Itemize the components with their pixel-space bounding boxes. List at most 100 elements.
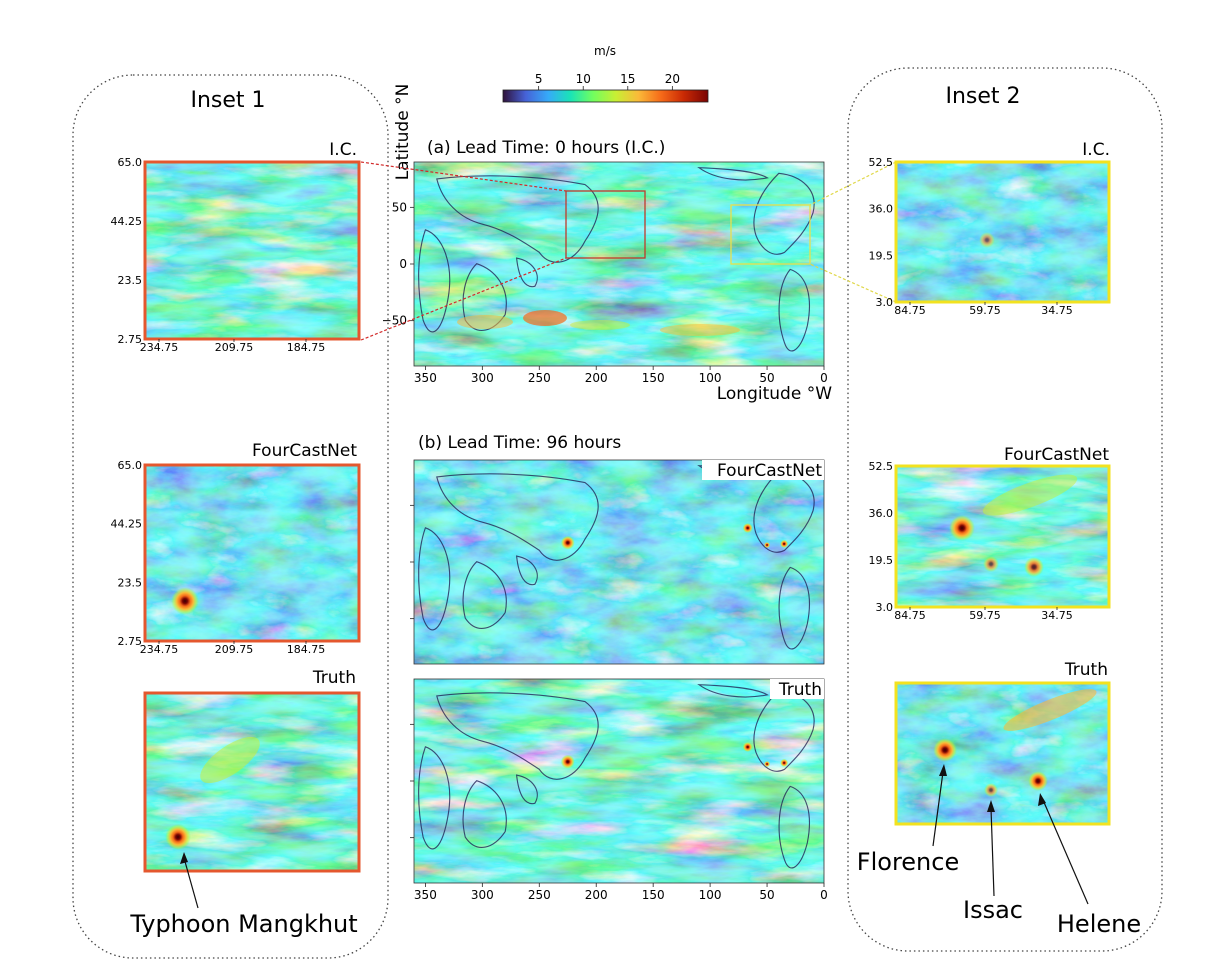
issac-truth-marker bbox=[984, 783, 998, 797]
x-tick-label: 100 bbox=[699, 371, 722, 385]
inset-y-tick-label: 44.25 bbox=[111, 215, 143, 228]
x-tick-label: 350 bbox=[414, 371, 437, 385]
inset2-truth-map bbox=[894, 681, 1111, 826]
inset1-connector-top bbox=[360, 161, 567, 192]
florence-forecast-marker bbox=[949, 515, 975, 541]
inset2-title: Inset 2 bbox=[945, 84, 1020, 109]
truth-storm-helene bbox=[780, 758, 789, 767]
inset-x-tick-label: 34.75 bbox=[1041, 304, 1073, 317]
inset2-fourcastnet-map bbox=[894, 464, 1111, 609]
helene-arrowhead bbox=[1038, 793, 1046, 806]
inset-x-tick-label: 184.75 bbox=[287, 643, 326, 656]
issac-label: Issac bbox=[963, 896, 1023, 924]
florence-arrowhead bbox=[939, 764, 947, 776]
inset-y-tick-label: 23.5 bbox=[118, 576, 143, 589]
inset-y-tick-label: 52.5 bbox=[869, 460, 894, 473]
colorbar-tick-label: 20 bbox=[665, 72, 680, 86]
storm-markers bbox=[560, 523, 789, 769]
x-tick-label: 300 bbox=[471, 888, 494, 902]
inset1-truth-tag-bg bbox=[304, 667, 358, 687]
inset2-ticks: 52.536.019.53.084.75 59.75 34.7552.536.019… bbox=[869, 156, 1073, 622]
ic-map-y-ticks: 50 0 −50 bbox=[382, 200, 414, 328]
fourcastnet-storm-florence bbox=[742, 523, 753, 533]
inset1-truth-tag: Truth bbox=[312, 668, 356, 688]
x-tick-label: 350 bbox=[414, 888, 437, 902]
inset2-fourcastnet-tag-bg bbox=[986, 444, 1110, 464]
inset1-frame bbox=[72, 74, 389, 959]
colorbar-tick-label: 10 bbox=[576, 72, 591, 86]
florence-label: Florence bbox=[857, 848, 959, 876]
inset1-fourcastnet-tag-bg bbox=[234, 441, 358, 461]
helene-truth-marker bbox=[1028, 771, 1048, 791]
ic-map bbox=[413, 161, 825, 367]
forecast-title: (b) Lead Time: 96 hours bbox=[418, 433, 621, 453]
ic-map-title: (a) Lead Time: 0 hours (I.C.) bbox=[427, 138, 665, 158]
y-tick-label: −50 bbox=[382, 314, 407, 328]
inset1-fourcastnet-map bbox=[143, 463, 361, 643]
inset2-region-box bbox=[730, 204, 811, 265]
x-tick-label: 50 bbox=[759, 371, 774, 385]
truth-storm-issac bbox=[764, 761, 771, 767]
truth-storm-florence bbox=[742, 742, 753, 752]
colorbar bbox=[502, 89, 709, 103]
inset-x-tick-label: 184.75 bbox=[287, 341, 326, 354]
helene-label: Helene bbox=[1057, 910, 1141, 938]
x-tick-label: 0 bbox=[820, 888, 828, 902]
fourcastnet-storm-issac bbox=[764, 542, 771, 548]
colorbar-tick-label: 5 bbox=[535, 72, 543, 86]
florence-truth-marker bbox=[933, 738, 957, 762]
mangkhut-arrowhead bbox=[180, 852, 188, 864]
colorbar-unit: m/s bbox=[594, 44, 616, 58]
y-axis-label: Latitude °N bbox=[393, 84, 413, 181]
inset2-connector-bottom bbox=[809, 263, 897, 303]
mangkhut-arrow bbox=[183, 857, 199, 909]
fourcastnet-map bbox=[413, 459, 825, 665]
inset1-truth-map bbox=[143, 691, 361, 873]
x-tick-label: 250 bbox=[528, 371, 551, 385]
inset1-ic-tag: I.C. bbox=[329, 140, 357, 160]
inset-y-tick-label: 44.25 bbox=[111, 518, 143, 531]
colorbar-tick-label: 15 bbox=[620, 72, 635, 86]
y-tick-label: 50 bbox=[392, 200, 407, 214]
fourcastnet-tag-bg bbox=[702, 460, 824, 480]
x-tick-label: 150 bbox=[642, 371, 665, 385]
inset2-ic-tag: I.C. bbox=[1082, 140, 1110, 160]
colorbar-ticks: 5 10 15 20 bbox=[535, 72, 680, 90]
issac-forecast-marker bbox=[983, 556, 999, 572]
inset-y-tick-label: 3.0 bbox=[876, 601, 894, 614]
inset-y-tick-label: 2.75 bbox=[118, 635, 143, 648]
x-tick-label: 200 bbox=[585, 888, 608, 902]
inset-x-tick-label: 209.75 bbox=[215, 341, 254, 354]
x-tick-label: 200 bbox=[585, 371, 608, 385]
x-tick-label: 100 bbox=[699, 888, 722, 902]
fourcastnet-storm-helene bbox=[780, 539, 789, 548]
fourcastnet-storm-typhoon-mangkhut bbox=[560, 535, 575, 550]
forecast-x-ticks: 350 300 250 200 150 100 50 0 bbox=[414, 883, 828, 902]
inset1-region-box bbox=[565, 190, 646, 259]
inset-x-tick-label: 84.75 bbox=[894, 609, 926, 622]
inset-x-tick-label: 234.75 bbox=[140, 341, 179, 354]
inset2-truth-tag-bg bbox=[1056, 659, 1110, 679]
fourcastnet-tag: FourCastNet bbox=[717, 461, 822, 481]
inset-y-tick-label: 3.0 bbox=[876, 296, 894, 309]
inset1-fourcastnet-tag: FourCastNet bbox=[252, 441, 357, 461]
inset-y-tick-label: 19.5 bbox=[869, 554, 894, 567]
truth-tag-bg bbox=[770, 679, 824, 699]
x-tick-label: 250 bbox=[528, 888, 551, 902]
inset2-ic-map bbox=[894, 160, 1111, 304]
inset-x-tick-label: 34.75 bbox=[1041, 609, 1073, 622]
inset-y-tick-label: 19.5 bbox=[869, 249, 894, 262]
ic-map-x-ticks: 350 300 250 200 150 100 50 0 bbox=[414, 366, 828, 385]
y-tick-label: 0 bbox=[399, 257, 407, 271]
mangkhut-label: Typhoon Mangkhut bbox=[129, 910, 357, 938]
x-tick-label: 50 bbox=[759, 888, 774, 902]
issac-arrow bbox=[990, 807, 995, 897]
inset1-title: Inset 1 bbox=[190, 88, 265, 113]
mangkhut-truth-marker bbox=[165, 824, 191, 850]
inset1-ic-map bbox=[143, 160, 361, 341]
inset-y-tick-label: 23.5 bbox=[118, 274, 143, 287]
inset-x-tick-label: 84.75 bbox=[894, 304, 926, 317]
inset-x-tick-label: 209.75 bbox=[215, 643, 254, 656]
